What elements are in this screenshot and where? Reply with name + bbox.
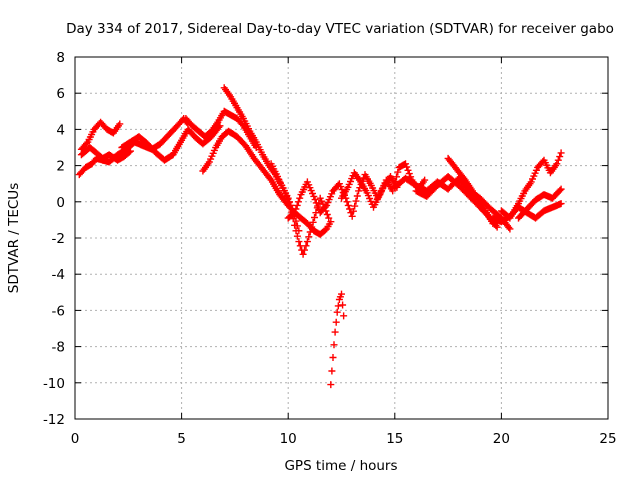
y-tick-label: -6 bbox=[52, 303, 65, 319]
series-markers bbox=[77, 144, 134, 164]
y-tick-label: -8 bbox=[52, 340, 65, 356]
y-tick-label: -2 bbox=[52, 231, 65, 247]
series-sat-track-2 bbox=[77, 118, 124, 153]
chart-title: Day 334 of 2017, Sidereal Day-to-day VTE… bbox=[66, 21, 614, 37]
series-markers bbox=[267, 160, 333, 258]
x-axis-title: GPS time / hours bbox=[284, 458, 397, 474]
series-markers bbox=[199, 127, 335, 238]
series-sat-track-7 bbox=[199, 127, 335, 238]
tick-labels: 0 5 10 15 20 25 -12 -10 -8 -6 -4 -2 0 2 4 6 8 bbox=[43, 50, 617, 447]
series-sat-track-3 bbox=[77, 144, 134, 164]
plot-frame bbox=[74, 56, 609, 420]
series-sat-track-4 bbox=[118, 122, 224, 164]
series-sat-track-14 bbox=[444, 154, 497, 228]
y-tick-label: -10 bbox=[43, 376, 65, 392]
y-tick-label: 2 bbox=[56, 159, 65, 175]
series-sat-track-17 bbox=[515, 185, 565, 222]
data-series bbox=[75, 84, 565, 389]
y-tick-label: 8 bbox=[56, 50, 65, 66]
x-tick-label: 15 bbox=[386, 431, 403, 447]
x-tick-label: 10 bbox=[280, 431, 297, 447]
series-markers bbox=[182, 107, 260, 151]
x-tick-label: 5 bbox=[177, 431, 186, 447]
y-tick-label: 4 bbox=[56, 122, 65, 138]
series-sat-track-5 bbox=[182, 107, 260, 151]
series-sat-track-11 bbox=[327, 290, 348, 389]
x-tick-label: 25 bbox=[599, 431, 616, 447]
series-markers bbox=[444, 154, 497, 228]
x-tick-label: 20 bbox=[493, 431, 510, 447]
y-tick-label: 0 bbox=[56, 195, 65, 211]
series-markers bbox=[497, 149, 565, 222]
y-axis-title: SDTVAR / TECUs bbox=[6, 183, 22, 293]
series-markers bbox=[77, 118, 124, 153]
series-sat-track-16 bbox=[497, 149, 565, 222]
y-tick-label: -12 bbox=[43, 412, 65, 428]
y-tick-label: -4 bbox=[52, 267, 65, 283]
series-markers bbox=[118, 122, 224, 164]
y-tick-label: 6 bbox=[56, 86, 65, 102]
series-markers bbox=[515, 185, 565, 222]
series-sat-track-8 bbox=[267, 160, 333, 258]
x-tick-label: 0 bbox=[71, 431, 80, 447]
chart-grid bbox=[75, 57, 608, 419]
series-markers bbox=[327, 290, 348, 389]
